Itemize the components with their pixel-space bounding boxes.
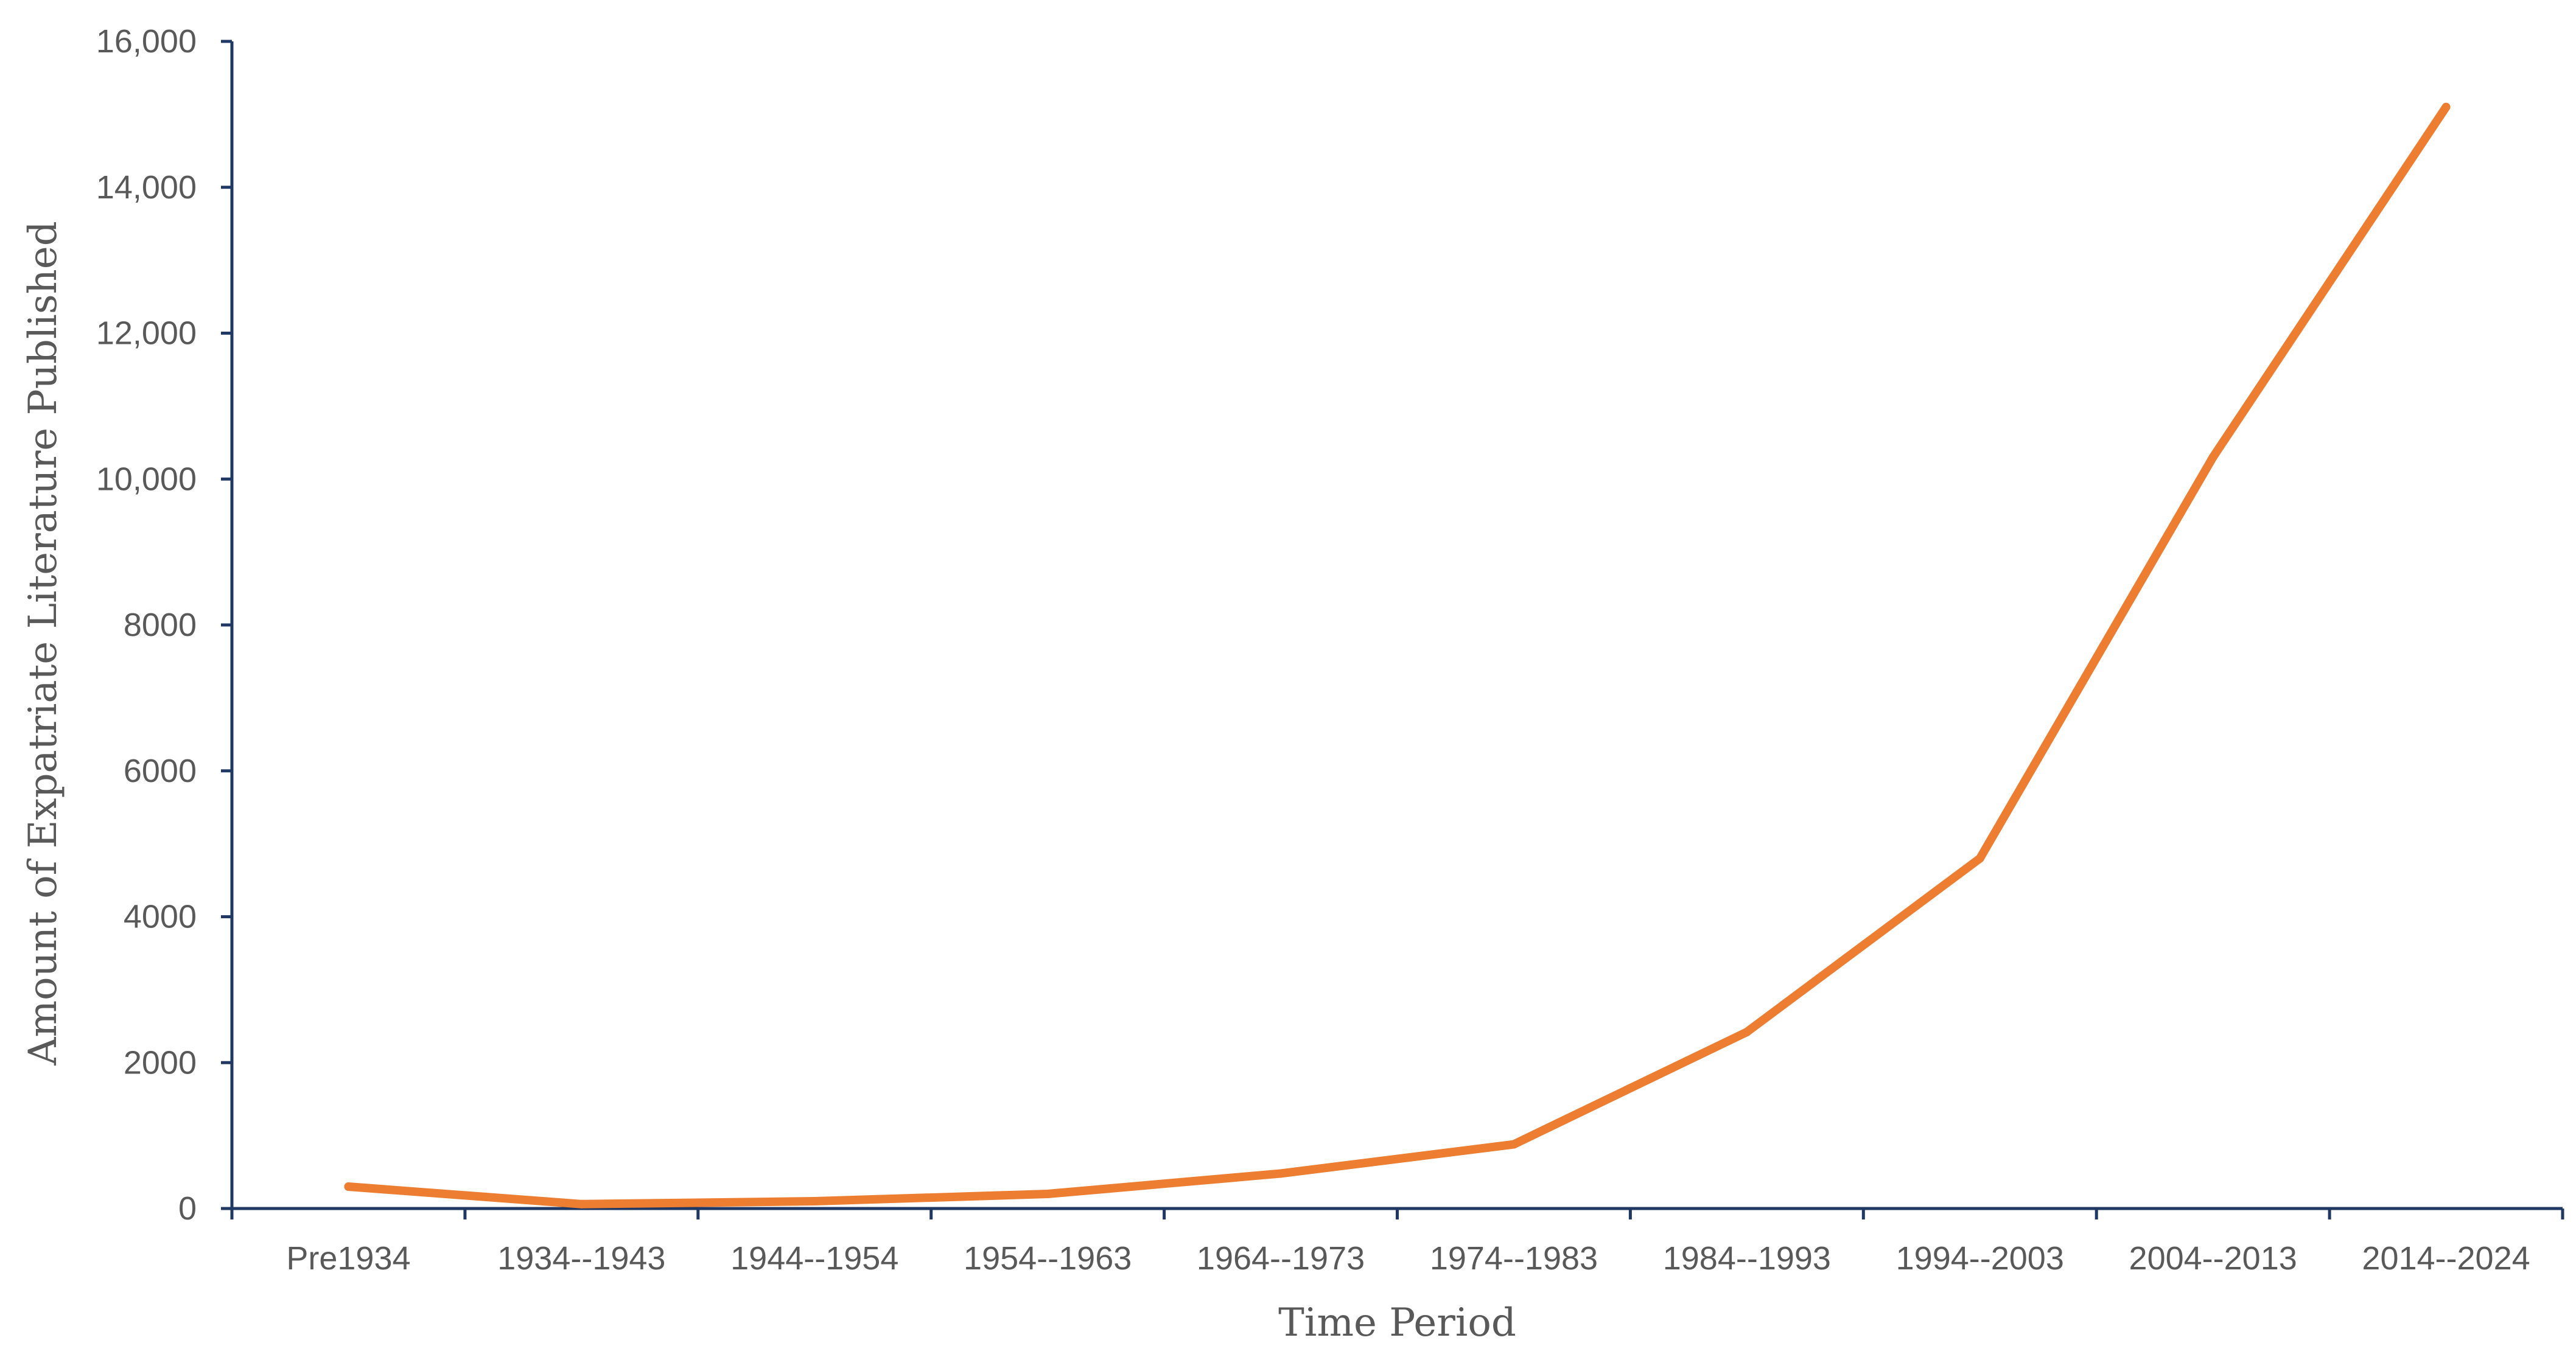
x-tick-label: 1984--1993 <box>1663 1240 1831 1277</box>
series-layer <box>344 102 2451 1209</box>
x-axis-title: Time Period <box>1278 1300 1516 1345</box>
data-point <box>1043 1190 1052 1199</box>
data-point <box>2441 102 2451 111</box>
y-tick-label: 4000 <box>124 899 197 935</box>
data-point <box>577 1199 586 1209</box>
data-point <box>1276 1169 1286 1178</box>
series-line <box>344 102 2451 1209</box>
x-tick-label: 1974--1983 <box>1430 1240 1598 1277</box>
y-tick-label: 10,000 <box>96 461 197 497</box>
y-tick-label: 2000 <box>124 1044 197 1081</box>
x-tick-label: 1964--1973 <box>1197 1240 1365 1277</box>
y-axis-title: Amount of Expatriate Literature Publishe… <box>21 221 66 1066</box>
x-tick-label: 1994--2003 <box>1896 1240 2064 1277</box>
data-point <box>2208 453 2217 462</box>
data-point <box>810 1197 819 1206</box>
data-point <box>344 1182 353 1191</box>
y-axis: 0 2000 4000 6000 8000 10,000 12,000 14,000 16,00… <box>96 23 234 1227</box>
x-tick-label: 1934--1943 <box>497 1240 665 1277</box>
y-tick-label: 8000 <box>124 607 197 643</box>
data-point <box>1742 1027 1751 1036</box>
x-tick-label: 2014--2024 <box>2362 1240 2530 1277</box>
y-tick-label: 0 <box>178 1190 197 1227</box>
x-tick-label: 1944--1954 <box>730 1240 898 1277</box>
y-tick-label: 16,000 <box>96 23 197 60</box>
x-tick-label: Pre1934 <box>286 1240 410 1277</box>
y-tick-label: 12,000 <box>96 315 197 352</box>
y-tick-label: 6000 <box>124 753 197 789</box>
data-point <box>1975 854 1984 863</box>
x-tick-label: 2004--2013 <box>2129 1240 2297 1277</box>
y-tick-label: 14,000 <box>96 169 197 206</box>
x-axis: Pre1934 1934--1943 1944--1954 1954--1963 196… <box>230 1207 2564 1277</box>
x-tick-label: 1954--1963 <box>964 1240 1132 1277</box>
data-point <box>1509 1140 1518 1149</box>
